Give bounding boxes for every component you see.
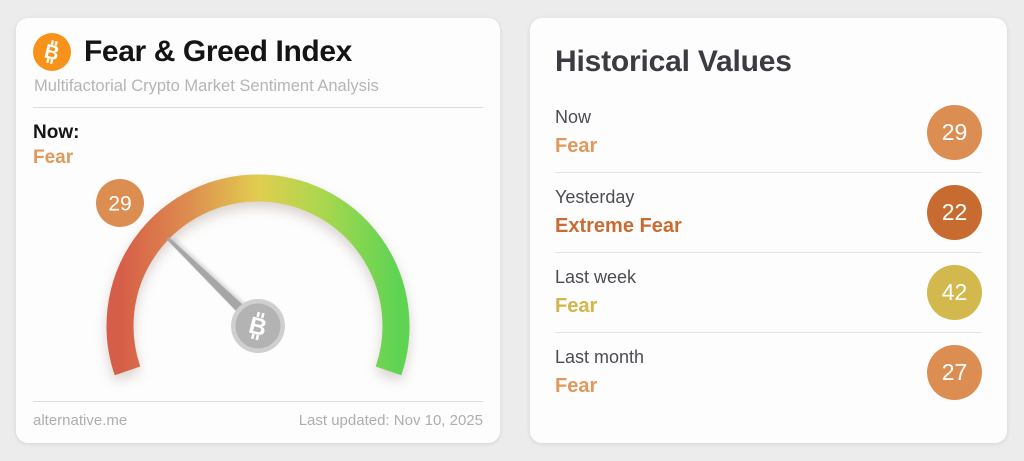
historical-row-text: Last week Fear (555, 267, 636, 318)
historical-row-text: Last month Fear (555, 347, 644, 398)
row-label: Last month (555, 347, 645, 367)
now-label: Now: (33, 122, 80, 143)
row-value-badge: 22 (927, 185, 982, 240)
gauge-chart: B 29 (96, 174, 410, 376)
gauge-hub-bitcoin-icon: B (231, 299, 285, 354)
historical-row: Last week Fear 42 (555, 253, 982, 333)
row-value-badge: 27 (927, 345, 982, 400)
row-classification: Extreme Fear (555, 215, 682, 237)
svg-text:B: B (42, 41, 61, 66)
gauge-card-footer: alternative.me Last updated: Nov 10, 202… (33, 401, 483, 429)
last-updated-text: Last updated: Nov 10, 2025 (298, 412, 483, 429)
now-classification: Fear (33, 146, 74, 168)
gauge: B 29 (93, 174, 423, 401)
bitcoin-icon: B (33, 33, 71, 71)
historical-row: Now Fear 29 (555, 93, 982, 173)
historical-rows: Now Fear 29 Yesterday Extreme Fear 22 La… (555, 93, 982, 412)
row-classification: Fear (555, 295, 598, 317)
header-divider (33, 107, 483, 108)
gauge-value-badge-circle (96, 179, 144, 228)
historical-row-text: Now Fear (555, 107, 597, 158)
row-label: Now (555, 107, 592, 127)
gauge-value: 29 (108, 193, 131, 216)
historical-row: Yesterday Extreme Fear 22 (555, 173, 982, 253)
gauge-value-badge: 29 (96, 179, 144, 228)
historical-values-card: Historical Values Now Fear 29 Yesterday … (530, 18, 1007, 443)
row-value-badge: 42 (927, 265, 982, 320)
gauge-arc (106, 174, 410, 376)
subtitle: Multifactorial Crypto Market Sentiment A… (34, 77, 379, 95)
row-classification: Fear (555, 375, 598, 397)
page-title: Fear & Greed Index (84, 35, 352, 68)
row-classification: Fear (555, 135, 598, 157)
row-label: Last week (555, 267, 637, 287)
historical-row-text: Yesterday Extreme Fear (555, 187, 682, 238)
historical-values-title: Historical Values (555, 45, 792, 78)
historical-row: Last month Fear 27 (555, 333, 982, 412)
alternative-me-link[interactable]: alternative.me (33, 412, 128, 429)
row-label: Yesterday (555, 187, 635, 207)
svg-text:B: B (246, 312, 269, 342)
row-value-badge: 29 (927, 105, 982, 160)
gauge-card: B Fear & Greed Index Multifactorial Cryp… (16, 18, 500, 443)
gauge-card-header: B Fear & Greed Index (33, 33, 483, 71)
